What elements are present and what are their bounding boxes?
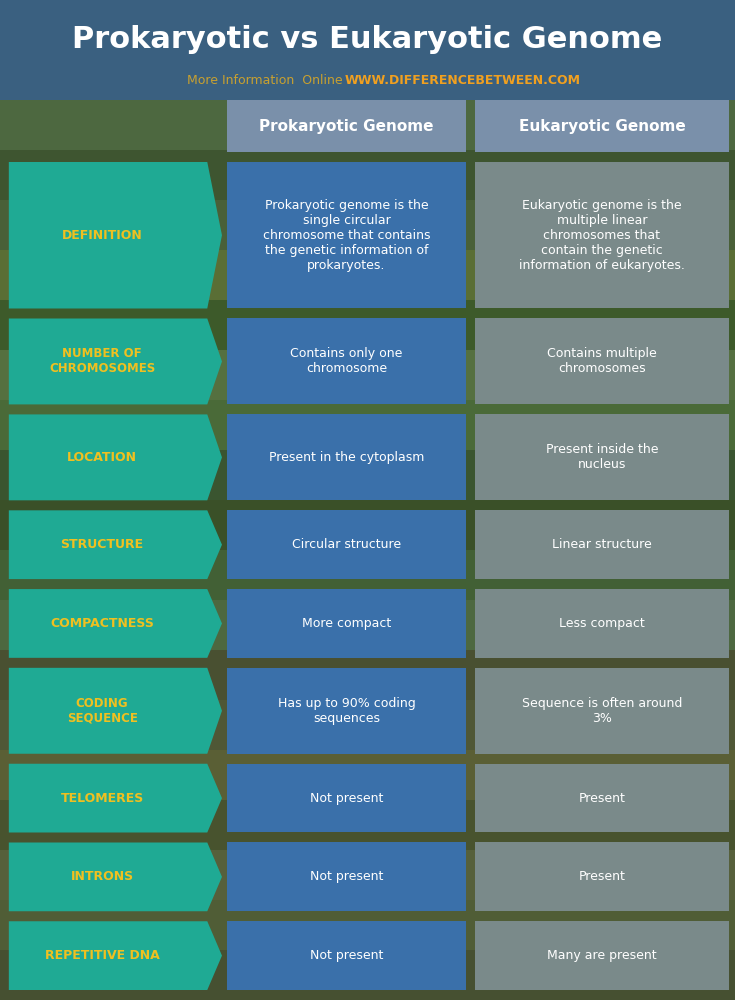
FancyBboxPatch shape	[0, 650, 735, 700]
Text: Not present: Not present	[310, 949, 383, 962]
FancyBboxPatch shape	[0, 500, 735, 550]
Text: NUMBER OF
CHROMOSOMES: NUMBER OF CHROMOSOMES	[49, 347, 155, 375]
FancyBboxPatch shape	[0, 150, 735, 200]
Text: DEFINITION: DEFINITION	[62, 229, 143, 242]
FancyBboxPatch shape	[475, 842, 729, 911]
Text: INTRONS: INTRONS	[71, 870, 134, 883]
Text: LOCATION: LOCATION	[67, 451, 137, 464]
FancyBboxPatch shape	[227, 921, 466, 990]
Text: Not present: Not present	[310, 870, 383, 883]
Text: TELOMERES: TELOMERES	[60, 792, 144, 805]
Text: More compact: More compact	[302, 617, 391, 630]
FancyBboxPatch shape	[0, 400, 735, 450]
FancyBboxPatch shape	[227, 589, 466, 658]
FancyBboxPatch shape	[475, 589, 729, 658]
FancyBboxPatch shape	[227, 100, 466, 152]
Text: Prokaryotic vs Eukaryotic Genome: Prokaryotic vs Eukaryotic Genome	[72, 25, 663, 54]
Text: Present in the cytoplasm: Present in the cytoplasm	[269, 451, 424, 464]
FancyBboxPatch shape	[475, 668, 729, 754]
Polygon shape	[9, 589, 222, 658]
FancyBboxPatch shape	[0, 0, 735, 100]
FancyBboxPatch shape	[475, 100, 729, 152]
Text: Eukaryotic Genome: Eukaryotic Genome	[519, 118, 685, 133]
Polygon shape	[9, 764, 222, 832]
Text: Present: Present	[578, 792, 625, 805]
Text: STRUCTURE: STRUCTURE	[60, 538, 143, 551]
FancyBboxPatch shape	[0, 350, 735, 400]
FancyBboxPatch shape	[227, 510, 466, 579]
FancyBboxPatch shape	[0, 450, 735, 500]
Text: WWW.DIFFERENCEBETWEEN.COM: WWW.DIFFERENCEBETWEEN.COM	[345, 74, 581, 87]
FancyBboxPatch shape	[227, 318, 466, 404]
FancyBboxPatch shape	[475, 162, 729, 308]
FancyBboxPatch shape	[0, 700, 735, 750]
FancyBboxPatch shape	[475, 764, 729, 832]
FancyBboxPatch shape	[227, 764, 466, 832]
Polygon shape	[9, 510, 222, 579]
Text: Linear structure: Linear structure	[552, 538, 652, 551]
Polygon shape	[9, 668, 222, 754]
FancyBboxPatch shape	[0, 650, 735, 1000]
Text: Many are present: Many are present	[547, 949, 657, 962]
Text: Present inside the
nucleus: Present inside the nucleus	[545, 443, 659, 471]
FancyBboxPatch shape	[475, 921, 729, 990]
Polygon shape	[9, 162, 222, 308]
Text: Has up to 90% coding
sequences: Has up to 90% coding sequences	[278, 697, 415, 725]
Text: Less compact: Less compact	[559, 617, 645, 630]
FancyBboxPatch shape	[475, 318, 729, 404]
Text: Present: Present	[578, 870, 625, 883]
FancyBboxPatch shape	[0, 300, 735, 350]
FancyBboxPatch shape	[475, 510, 729, 579]
Text: CODING
SEQUENCE: CODING SEQUENCE	[67, 697, 137, 725]
FancyBboxPatch shape	[0, 950, 735, 1000]
FancyBboxPatch shape	[0, 0, 735, 50]
Text: Contains only one
chromosome: Contains only one chromosome	[290, 347, 403, 375]
Text: Contains multiple
chromosomes: Contains multiple chromosomes	[547, 347, 657, 375]
FancyBboxPatch shape	[0, 750, 735, 800]
FancyBboxPatch shape	[0, 200, 735, 250]
Text: Prokaryotic genome is the
single circular
chromosome that contains
the genetic i: Prokaryotic genome is the single circula…	[263, 199, 430, 272]
Text: Prokaryotic Genome: Prokaryotic Genome	[259, 118, 434, 133]
Polygon shape	[9, 414, 222, 500]
FancyBboxPatch shape	[227, 668, 466, 754]
FancyBboxPatch shape	[0, 550, 735, 600]
Text: COMPACTNESS: COMPACTNESS	[50, 617, 154, 630]
FancyBboxPatch shape	[0, 250, 735, 300]
FancyBboxPatch shape	[0, 800, 735, 850]
FancyBboxPatch shape	[227, 414, 466, 500]
FancyBboxPatch shape	[0, 600, 735, 650]
FancyBboxPatch shape	[0, 900, 735, 950]
FancyBboxPatch shape	[227, 162, 466, 308]
Text: More Information  Online: More Information Online	[187, 74, 343, 87]
Polygon shape	[9, 842, 222, 911]
Polygon shape	[9, 318, 222, 404]
FancyBboxPatch shape	[0, 850, 735, 900]
FancyBboxPatch shape	[0, 100, 735, 150]
FancyBboxPatch shape	[0, 50, 735, 100]
Text: Eukaryotic genome is the
multiple linear
chromosomes that
contain the genetic
in: Eukaryotic genome is the multiple linear…	[519, 199, 685, 272]
FancyBboxPatch shape	[475, 414, 729, 500]
Polygon shape	[9, 921, 222, 990]
Text: REPETITIVE DNA: REPETITIVE DNA	[45, 949, 159, 962]
Text: Circular structure: Circular structure	[292, 538, 401, 551]
Text: Sequence is often around
3%: Sequence is often around 3%	[522, 697, 682, 725]
FancyBboxPatch shape	[227, 842, 466, 911]
Text: Not present: Not present	[310, 792, 383, 805]
